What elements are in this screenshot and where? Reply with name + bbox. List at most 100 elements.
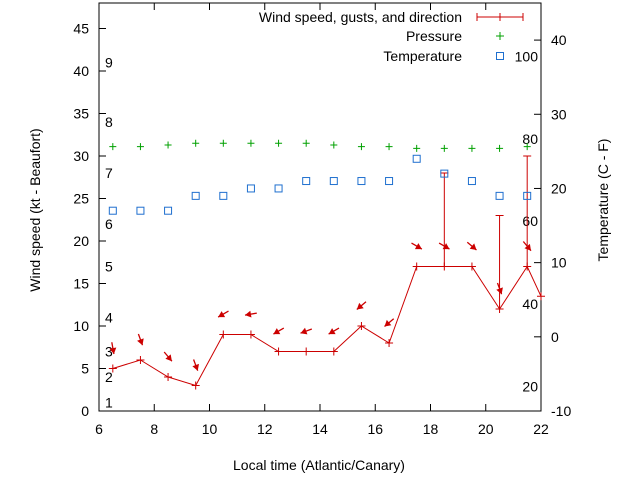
temperature-point	[136, 206, 145, 215]
wind-speed-point	[385, 339, 394, 347]
wind-speed-point	[467, 262, 476, 271]
x-tick-label: 18	[423, 421, 439, 437]
wind-speed-point	[329, 347, 338, 356]
x-tick-label: 8	[150, 421, 158, 437]
chart-marks	[108, 139, 545, 390]
x-tick-label: 6	[95, 421, 103, 437]
wind-direction-arrowhead	[218, 311, 226, 318]
wind-direction-arrowhead	[328, 328, 336, 335]
pressure-point	[275, 139, 283, 147]
y-tick-label: 25	[73, 191, 89, 207]
wind-speed-point	[357, 322, 366, 330]
y2-tick-label: -10	[551, 403, 571, 419]
legend-temperature-label: Temperature	[383, 48, 462, 64]
temperature-point	[385, 177, 394, 186]
wind-direction-arrowhead	[245, 310, 252, 318]
y-tick-label: 15	[73, 276, 89, 292]
pressure-point	[330, 141, 338, 149]
temperature-point	[357, 177, 366, 186]
pressure-point	[496, 144, 504, 152]
wind-direction-arrowhead	[384, 319, 392, 327]
temperature-point	[246, 184, 255, 193]
x-axis-label: Local time (Atlantic/Canary)	[233, 457, 405, 473]
temperature-point	[495, 191, 504, 200]
beaufort-label: 3	[105, 344, 113, 360]
y2-tick-label: 30	[551, 106, 567, 122]
beaufort-label: 2	[105, 369, 113, 385]
fahrenheit-label: 100	[515, 48, 539, 64]
y-tick-label: 10	[73, 318, 89, 334]
wind-direction-arrowhead	[273, 328, 281, 335]
wind-speed-point	[274, 347, 283, 356]
wind-direction-arrowhead	[496, 287, 503, 295]
y2-tick-label: 20	[551, 180, 567, 196]
wind-direction-arrowhead	[137, 338, 144, 346]
y-axis-label: Wind speed (kt - Beaufort)	[27, 128, 43, 291]
pressure-point	[247, 139, 255, 147]
x-tick-label: 20	[478, 421, 494, 437]
plot-frame: 6 8 10 12 14 16 18 20 22051015202530354045-10010…	[73, 2, 571, 437]
beaufort-label: 1	[105, 395, 113, 411]
pressure-point	[357, 143, 365, 151]
y2-axis-label: Temperature (C - F)	[595, 139, 611, 262]
wind-direction-arrowhead	[442, 243, 450, 250]
wind-direction-arrowhead	[414, 243, 422, 250]
wind-speed-point	[191, 381, 200, 390]
beaufort-label: 6	[105, 216, 113, 232]
pressure-point	[136, 143, 144, 151]
pressure-point	[385, 143, 393, 151]
chart-legend: Wind speed, gusts, and direction Pressur…	[259, 9, 524, 64]
wind-direction-arrowhead	[300, 327, 308, 335]
y-tick-label: 20	[73, 233, 89, 249]
pressure-point	[413, 144, 421, 152]
wind-speed-point	[108, 364, 117, 373]
fahrenheit-label: 40	[522, 296, 538, 312]
wind-direction-arrowhead	[356, 302, 364, 310]
temperature-point	[467, 177, 476, 186]
beaufort-label: 9	[105, 55, 113, 71]
pressure-point	[164, 141, 172, 149]
fahrenheit-label: 80	[522, 131, 538, 147]
fahrenheit-label: 20	[522, 379, 538, 395]
pressure-point	[109, 143, 117, 151]
wind-speed-point	[412, 262, 421, 271]
y-tick-label: 40	[73, 63, 89, 79]
wind-speed-point	[537, 292, 545, 301]
pressure-point	[302, 139, 310, 147]
y-tick-label: 0	[81, 403, 89, 419]
wind-speed-point	[136, 356, 145, 364]
fahrenheit-label: 60	[522, 213, 538, 229]
x-tick-label: 10	[202, 421, 218, 437]
wind-speed-point	[164, 373, 173, 381]
wind-speed-point	[246, 330, 255, 339]
pressure-point	[523, 143, 531, 151]
y-tick-label: 45	[73, 21, 89, 37]
y-tick-label: 30	[73, 148, 89, 164]
legend-temperature-sample	[496, 52, 504, 60]
x-tick-label: 12	[257, 421, 273, 437]
x-tick-label: 22	[533, 421, 549, 437]
wind-speed-line	[112, 265, 542, 387]
pressure-point	[440, 144, 448, 152]
legend-pressure-label: Pressure	[406, 28, 462, 44]
temperature-point	[191, 191, 200, 200]
temperature-point	[412, 154, 421, 163]
legend-wind-label: Wind speed, gusts, and direction	[259, 9, 462, 25]
wind-speed-point	[219, 330, 228, 339]
wind-direction-arrowhead	[469, 243, 477, 250]
wind-direction-arrowhead	[192, 363, 199, 371]
beaufort-label: 4	[105, 310, 113, 326]
wind-direction-arrowhead	[109, 347, 117, 354]
y2-tick-label: 40	[551, 32, 567, 48]
y-tick-label: 35	[73, 106, 89, 122]
y-tick-label: 5	[81, 361, 89, 377]
y2-tick-label: 0	[551, 329, 559, 345]
temperature-point	[329, 177, 338, 186]
temperature-point	[164, 206, 173, 215]
x-tick-label: 16	[367, 421, 383, 437]
temperature-point	[108, 206, 117, 215]
wind-direction-arrowhead	[165, 354, 172, 362]
pressure-point	[192, 139, 200, 147]
temperature-point	[219, 191, 228, 200]
